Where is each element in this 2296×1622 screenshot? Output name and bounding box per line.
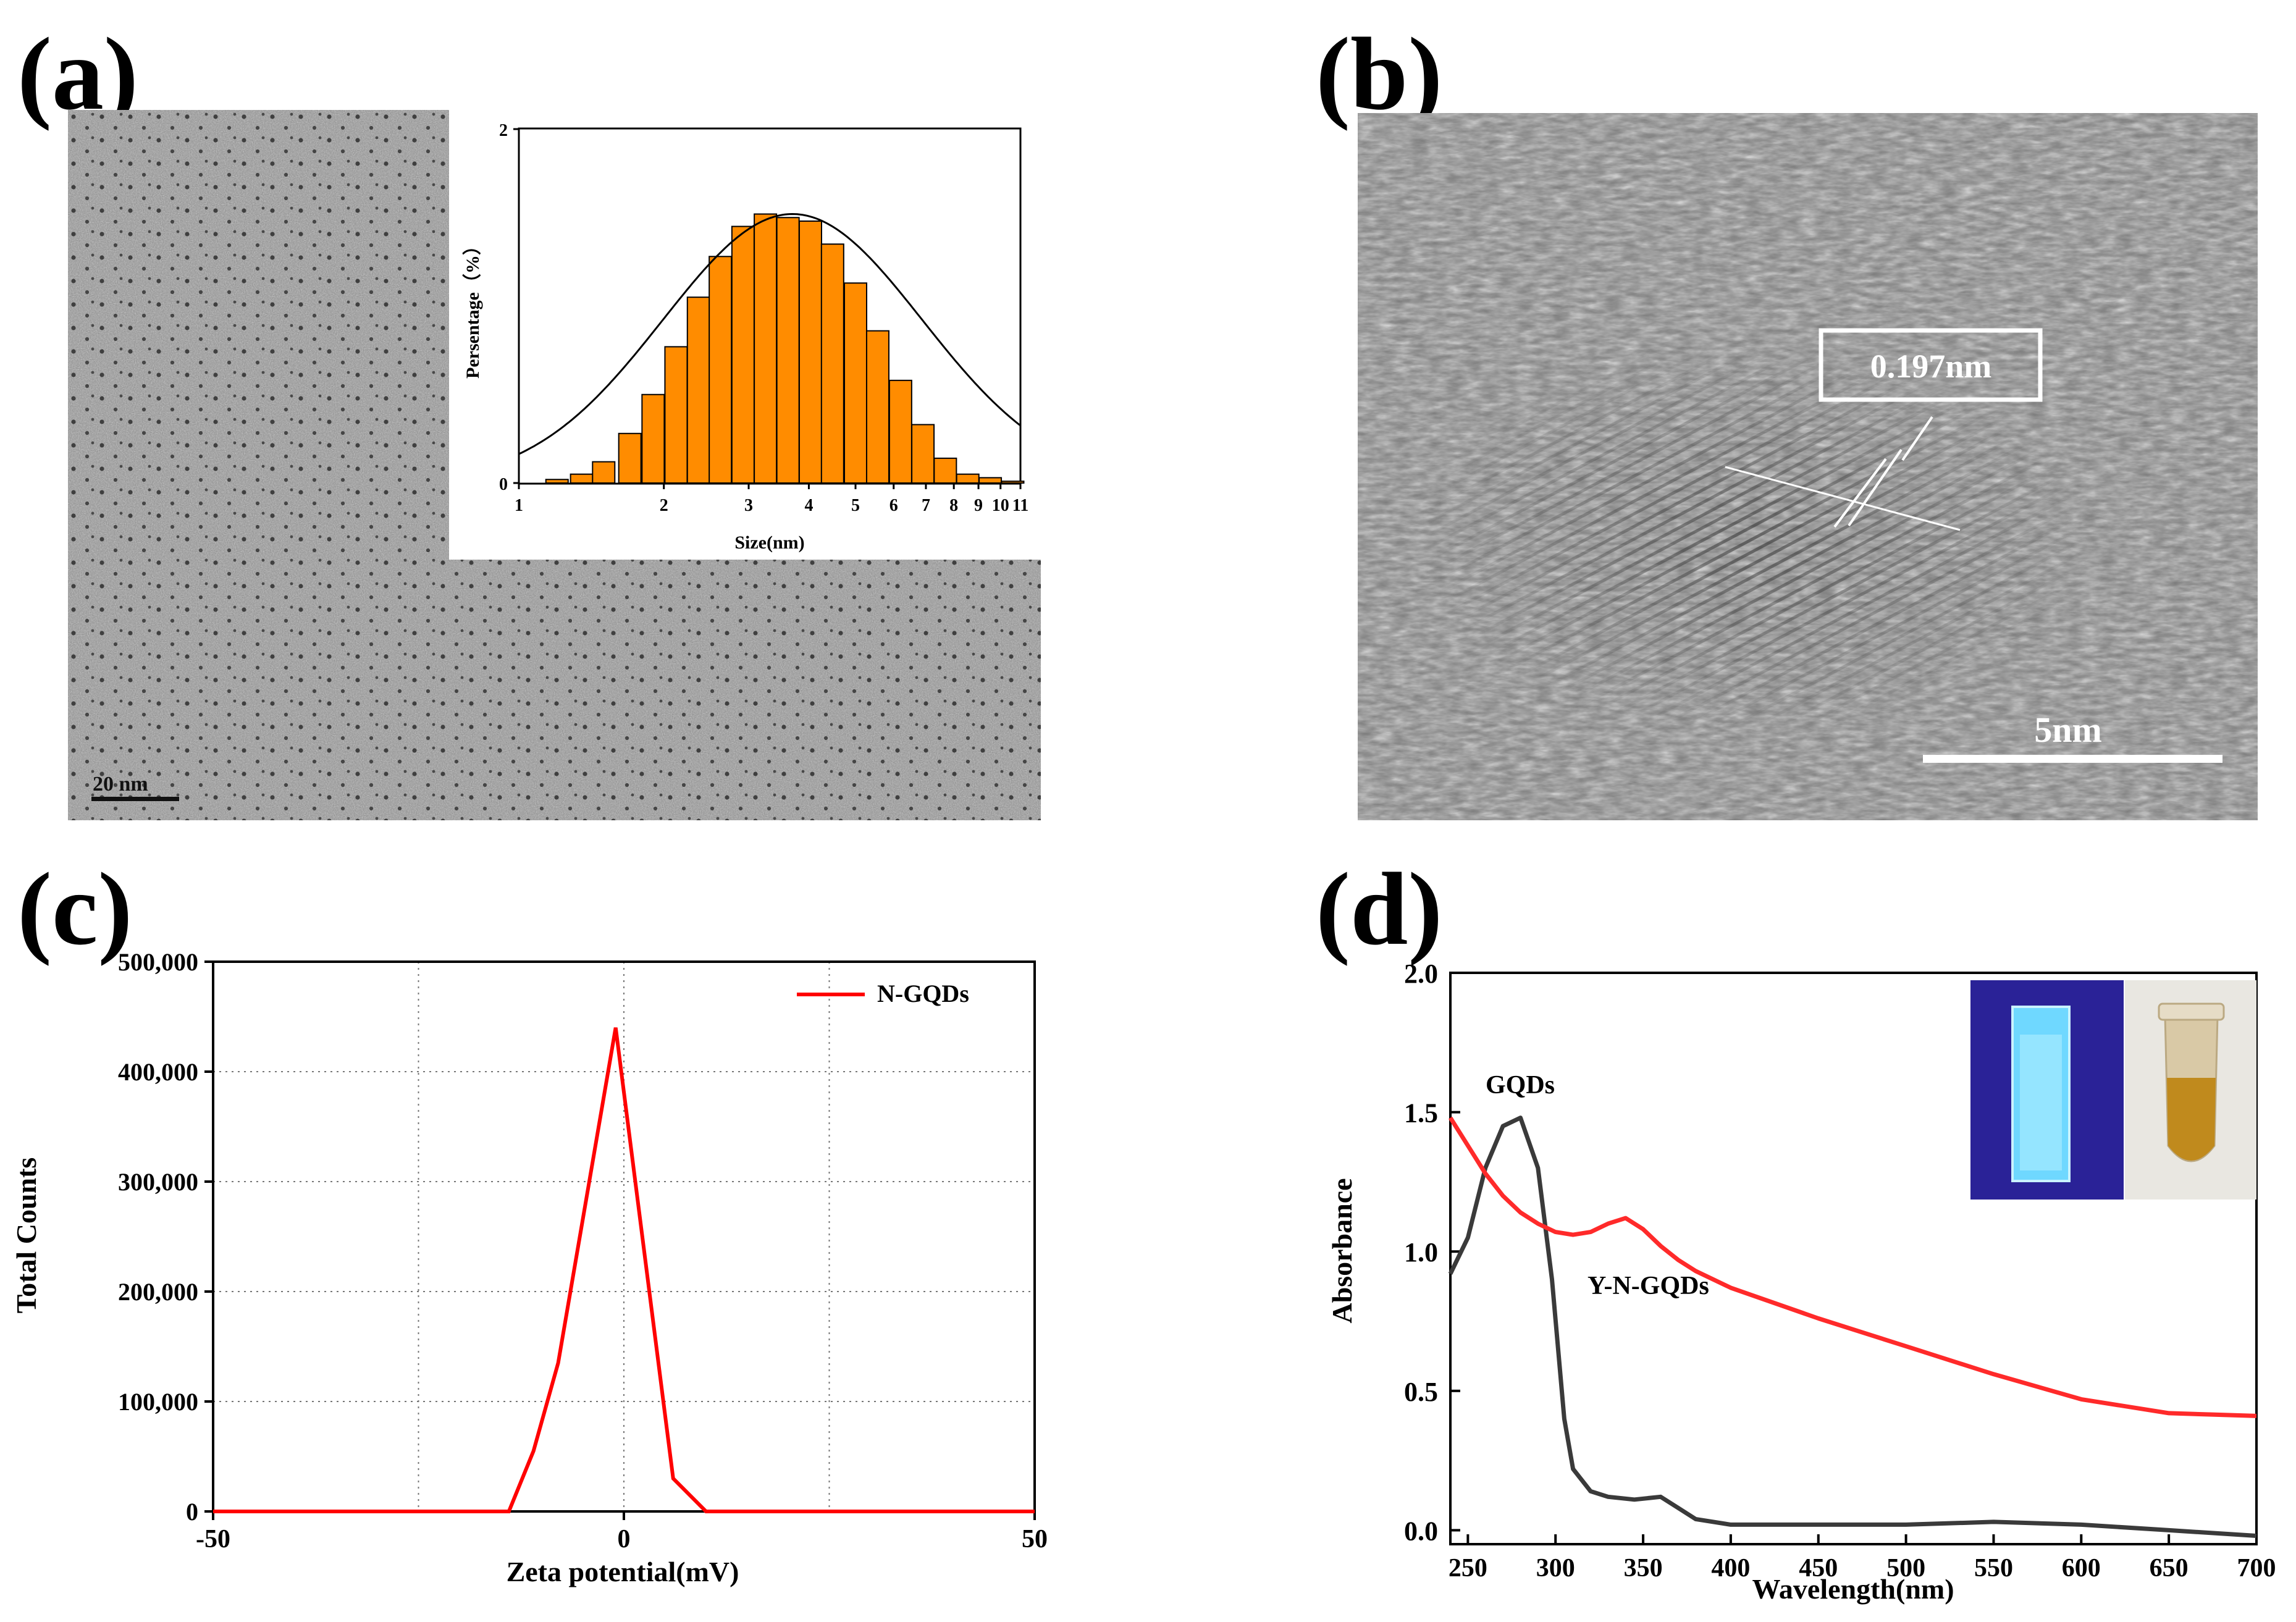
size-bar xyxy=(618,432,642,484)
panel-label-b: (b) xyxy=(1316,17,1443,132)
size-bar xyxy=(1001,481,1025,484)
size-bar xyxy=(731,225,755,484)
abs-ytick-label: 2.0 xyxy=(1404,959,1438,989)
abs-xtick-label: 500 xyxy=(1886,1554,1925,1582)
inset-ytick-0: 0 xyxy=(499,475,508,494)
lattice-arrow xyxy=(1901,416,1933,461)
size-bar xyxy=(776,217,800,484)
size-bar xyxy=(592,461,616,484)
size-bar xyxy=(570,473,594,484)
size-bar xyxy=(911,424,935,484)
gqds-absorbance-line xyxy=(1448,1116,2257,1538)
inset-xtick-label: 3 xyxy=(744,496,753,515)
lattice-spacing-box xyxy=(1819,328,2043,402)
abs-xtick-label: 600 xyxy=(2062,1554,2101,1582)
zeta-xtick-label: 0 xyxy=(618,1525,631,1553)
zeta-ytick-label: 400,000 xyxy=(118,1058,198,1086)
zeta-ytick-label: 200,000 xyxy=(118,1278,198,1306)
tem-scale-bar-label: 20 nm xyxy=(93,773,148,796)
size-bar xyxy=(798,220,822,484)
inset-ytick-2: 2 xyxy=(499,121,508,140)
size-bar xyxy=(664,346,688,484)
vial-cap xyxy=(2158,1002,2225,1021)
uv-cuvette-glow xyxy=(2020,1035,2062,1170)
zeta-ytick-label: 300,000 xyxy=(118,1168,198,1196)
abs-ytick-label: 1.0 xyxy=(1404,1237,1438,1267)
vial-photo-inset xyxy=(1970,980,2256,1200)
zeta-y-axis-label: Total Counts xyxy=(11,1158,42,1314)
abs-xtick-label: 700 xyxy=(2237,1554,2276,1582)
panel-label-c: (c) xyxy=(17,852,133,967)
size-bar xyxy=(844,282,868,484)
panel-label-d: (d) xyxy=(1316,852,1443,967)
inset-x-axis-label: Size(nm) xyxy=(734,532,804,553)
abs-ytick-label: 1.5 xyxy=(1404,1098,1438,1128)
abs-xtick-label: 400 xyxy=(1711,1554,1750,1582)
zeta-x-axis-label: Zeta potential(mV) xyxy=(507,1556,739,1587)
panel-label-a: (a) xyxy=(17,17,138,132)
inset-xtick-label: 7 xyxy=(922,496,930,515)
inset-xtick-label: 6 xyxy=(889,496,898,515)
inset-xtick-label: 10 xyxy=(992,496,1009,515)
lattice-spacing-label: 0.197nm xyxy=(1870,348,1992,385)
y-n-gqds-annotation: Y-N-GQDs xyxy=(1587,1272,1709,1300)
zeta-ytick-label: 500,000 xyxy=(118,948,198,976)
vial-liquid xyxy=(2167,1078,2216,1161)
size-bar xyxy=(820,243,844,484)
y-n-gqds-absorbance-line xyxy=(1449,1116,2257,1418)
size-bar xyxy=(956,473,980,484)
tem-scale-bar xyxy=(91,797,179,801)
abs-xtick-label: 300 xyxy=(1536,1554,1575,1582)
absorbance-plot-frame xyxy=(1449,972,2258,1545)
panel-d: 0.0 0.5 1.0 1.5 2.0 250 300 350 400 450 500 550 600… xyxy=(1326,959,2276,1605)
abs-ytick-label: 0.5 xyxy=(1404,1377,1438,1407)
size-bar xyxy=(754,213,778,484)
absorbance-y-axis-label: Absorbance xyxy=(1326,1178,1358,1323)
hrtem-lattice-fringes xyxy=(1358,113,2258,820)
abs-ytick-label: 0.0 xyxy=(1404,1516,1438,1546)
lattice-measure-line xyxy=(1725,466,1961,531)
size-bar xyxy=(978,477,1003,484)
zeta-xtick-label: 50 xyxy=(1022,1525,1048,1553)
size-bar xyxy=(641,393,665,484)
zeta-ytick-label: 100,000 xyxy=(118,1388,198,1416)
abs-xtick-label: 250 xyxy=(1449,1554,1487,1582)
hrtem-scale-bar xyxy=(1923,755,2222,763)
inset-xtick-label: 4 xyxy=(804,496,813,515)
inset-y-axis-label: Persentage（%） xyxy=(462,237,483,379)
size-bar xyxy=(545,479,569,484)
inset-xtick-label: 11 xyxy=(1012,496,1028,515)
inset-xtick-label: 1 xyxy=(515,496,523,515)
inset-xtick-label: 9 xyxy=(974,496,983,515)
absorbance-x-axis-label: Wavelength(nm) xyxy=(1752,1573,1954,1605)
abs-xtick-label: 350 xyxy=(1624,1554,1663,1582)
size-bar xyxy=(933,457,957,484)
panel-b: 0.197nm 5nm xyxy=(1358,113,2258,820)
size-bar xyxy=(865,330,889,484)
abs-xtick-label: 550 xyxy=(1974,1554,2013,1582)
size-bar xyxy=(888,379,912,484)
lattice-fringe-mark-2 xyxy=(1848,448,1903,527)
zeta-legend-label: N-GQDs xyxy=(877,980,969,1007)
inset-xtick-label: 5 xyxy=(851,496,860,515)
lattice-fringe-mark-1 xyxy=(1833,458,1887,528)
zeta-xtick-label: -50 xyxy=(196,1525,230,1553)
gqds-annotation: GQDs xyxy=(1486,1071,1555,1099)
panel-a: 20 nm 1 2 3 4 5 6 7 8 9 10 11 0 2 Size(nm) Persent… xyxy=(68,110,1041,820)
panel-c: 0 100,000 200,000 300,000 400,000 500,000 -50… xyxy=(11,948,1048,1587)
gaussian-fit-curve xyxy=(518,212,1021,455)
size-bar xyxy=(709,256,733,484)
inset-xtick-label: 2 xyxy=(660,496,668,515)
n-gqds-zeta-line xyxy=(213,1027,1035,1513)
size-histogram-inset: 1 2 3 4 5 6 7 8 9 10 11 0 2 Size(nm) Persentage（%） xyxy=(449,110,1041,560)
abs-xtick-label: 450 xyxy=(1799,1554,1838,1582)
zeta-plot-frame xyxy=(212,960,1036,1513)
zeta-ytick-label: 0 xyxy=(186,1498,198,1526)
size-bar xyxy=(686,296,710,484)
abs-xtick-label: 650 xyxy=(2150,1554,2189,1582)
hrtem-scale-bar-label: 5nm xyxy=(2034,710,2102,750)
inset-xtick-label: 8 xyxy=(949,496,958,515)
